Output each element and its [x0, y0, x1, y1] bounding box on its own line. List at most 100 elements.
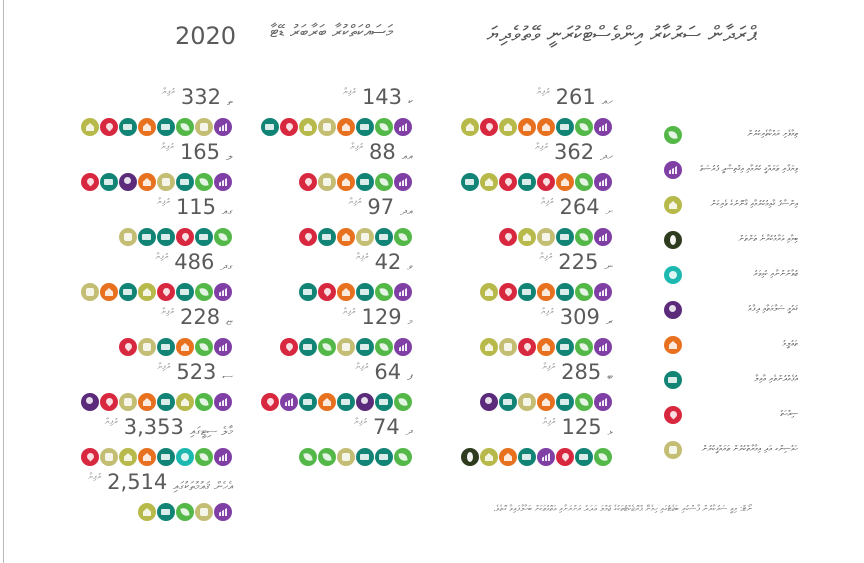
amount-value: 74	[373, 415, 400, 439]
orange-sector-icon	[337, 118, 355, 136]
khaki-sector-icon	[537, 228, 555, 246]
atoll-code: ތ	[226, 94, 233, 108]
unit-label: ރުފިޔާ	[161, 87, 175, 96]
source-note: ނޯޓް: މިއީ ސަރުކާރުން ފާސްކުރި ބަޖެޓުގައ…	[493, 504, 752, 513]
orange-sector-icon	[537, 118, 555, 136]
darkpurple-sector-icon	[664, 301, 682, 319]
unit-label: ރުފިޔާ	[157, 362, 171, 371]
green-sector-icon	[176, 118, 194, 136]
sector-icons	[81, 283, 232, 301]
teal-sector-icon	[100, 173, 118, 191]
olive-sector-icon	[176, 393, 194, 411]
unit-label: ރުފިޔާ	[539, 252, 553, 261]
atoll-code: ވ	[407, 259, 413, 273]
teal-sector-icon	[556, 283, 574, 301]
red-sector-icon	[176, 228, 194, 246]
orange-sector-icon	[537, 393, 555, 411]
olive-sector-icon	[138, 283, 156, 301]
teal-sector-icon	[375, 393, 393, 411]
purple-sector-icon	[594, 283, 612, 301]
sector-icons	[299, 228, 412, 246]
purple-sector-icon	[594, 393, 612, 411]
legend-item: އިންސާފު ޤާއިމުކުރުމާއި ޤާނޫނުގެ ވެރިކަނ…	[664, 196, 798, 214]
atoll-code: އއ	[401, 149, 413, 163]
teal-sector-icon	[157, 338, 175, 356]
green-sector-icon	[394, 393, 412, 411]
teal-sector-icon	[299, 393, 317, 411]
red-sector-icon	[518, 338, 536, 356]
khaki-sector-icon	[195, 118, 213, 136]
khaki-sector-icon	[195, 503, 213, 521]
teal-sector-icon	[518, 283, 536, 301]
unit-label: ރުފިޔާ	[342, 307, 356, 316]
teal-sector-icon	[299, 338, 317, 356]
legend-item: ޞިއްޙަތު	[664, 406, 798, 424]
atoll-code: ބ	[607, 369, 613, 383]
green-sector-icon	[195, 448, 213, 466]
sector-icons	[299, 283, 412, 301]
khaki-sector-icon	[100, 448, 118, 466]
teal-sector-icon	[157, 393, 175, 411]
green-sector-icon	[318, 448, 336, 466]
unit-label: ރުފިޔާ	[348, 197, 362, 206]
green-sector-icon	[195, 173, 213, 191]
orange-sector-icon	[100, 283, 118, 301]
teal-sector-icon	[375, 448, 393, 466]
teal-sector-icon	[499, 393, 517, 411]
dolive-sector-icon	[461, 448, 479, 466]
olive-sector-icon	[499, 118, 517, 136]
purple-sector-icon	[214, 393, 232, 411]
atoll-code: ޅ	[607, 424, 613, 438]
teal-sector-icon	[356, 173, 374, 191]
legend-label: ތިމާވެށި ރައްކާތެރިކުރުން	[747, 129, 798, 138]
legend-item: ބިމާއި އަރާމުކުރާނެ ތަންތަން	[664, 231, 798, 249]
teal-sector-icon	[299, 283, 317, 301]
sector-icons	[299, 448, 412, 466]
sector-icons	[261, 393, 412, 411]
legend-label: ޞިއްޙަތު	[780, 409, 798, 418]
orange-sector-icon	[518, 118, 536, 136]
teal-sector-icon	[556, 118, 574, 136]
atoll-code: ގއ	[222, 204, 233, 218]
legend-label: ބިމާއި އަރާމުކުރާނެ ތަންތަން	[738, 234, 798, 243]
teal-sector-icon	[157, 448, 175, 466]
frame	[3, 0, 864, 563]
atoll-code: ގދ	[220, 259, 233, 273]
atoll-code: ހއ	[601, 94, 613, 108]
orange-sector-icon	[499, 448, 517, 466]
red-sector-icon	[499, 283, 517, 301]
sector-icons	[81, 173, 232, 191]
page-subtitle: މަސައްކަތްކުރާ ބަރާބަރު ޑޭޓާ	[270, 22, 394, 42]
teal-sector-icon	[356, 448, 374, 466]
sector-icons	[480, 283, 612, 301]
amount-value: 88	[369, 140, 396, 164]
khaki-sector-icon	[318, 118, 336, 136]
green-sector-icon	[575, 228, 593, 246]
olive-sector-icon	[119, 448, 137, 466]
unit-label: ރުފިޔާ	[354, 417, 368, 426]
purple-sector-icon	[394, 173, 412, 191]
teal-sector-icon	[119, 283, 137, 301]
amount-value: 362	[553, 140, 595, 164]
red-sector-icon	[499, 173, 517, 191]
purple-sector-icon	[594, 118, 612, 136]
teal-sector-icon	[375, 228, 393, 246]
khaki-sector-icon	[356, 228, 374, 246]
teal-sector-icon	[157, 118, 175, 136]
amount-value: 285	[561, 360, 602, 384]
legend-label: ޒުވާނުންނާއި ކުޅިވަރު	[753, 269, 798, 278]
red-sector-icon	[261, 393, 279, 411]
atoll-code: ޏ	[226, 314, 233, 328]
sector-icons	[480, 338, 612, 356]
legend-label: އުފެއްދުންތެރި ޢާއިލާ	[754, 374, 798, 383]
teal-sector-icon	[119, 118, 137, 136]
purple-sector-icon	[214, 503, 232, 521]
legend-item: ޒުވާނުންނާއި ކުޅިވަރު	[664, 266, 798, 284]
sector-icons	[461, 448, 612, 466]
amount-value: 129	[361, 305, 402, 329]
purple-sector-icon	[214, 338, 232, 356]
green-sector-icon	[394, 228, 412, 246]
purple-sector-icon	[394, 283, 412, 301]
teal-sector-icon	[318, 228, 336, 246]
teal-sector-icon	[337, 393, 355, 411]
